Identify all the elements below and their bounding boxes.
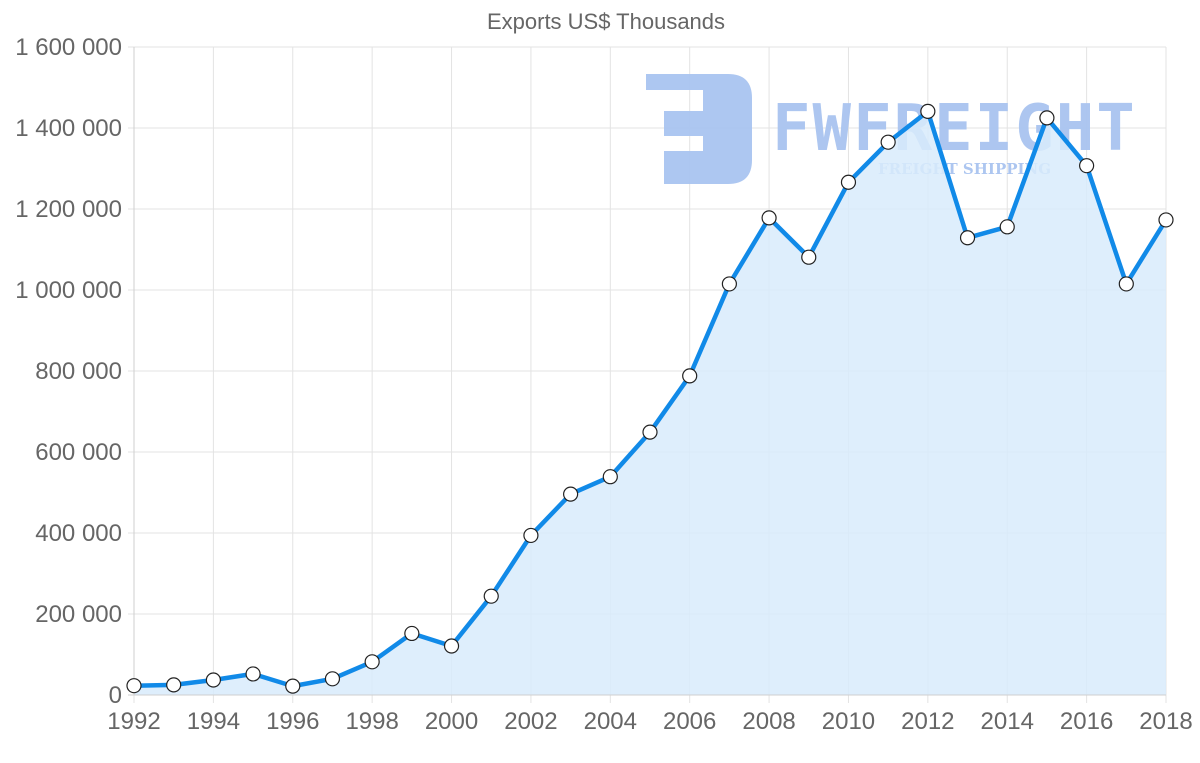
data-point-2017[interactable] [1118, 276, 1134, 292]
data-points [126, 103, 1174, 694]
data-point-1992[interactable] [126, 678, 142, 694]
x-tick-label: 1996 [266, 708, 319, 735]
data-point-1997[interactable] [324, 671, 341, 687]
x-tick-label: 2000 [425, 708, 478, 735]
data-point-2015[interactable] [1039, 110, 1055, 126]
x-tick-label: 2008 [742, 708, 795, 735]
y-tick-label: 600 000 [35, 439, 122, 466]
data-point-1999[interactable] [404, 625, 420, 642]
data-point-1995[interactable] [245, 666, 261, 682]
data-point-2005[interactable] [642, 424, 658, 440]
data-point-2016[interactable] [1079, 158, 1095, 174]
x-tick-label: 2010 [822, 708, 875, 735]
x-tick-label: 2004 [584, 708, 637, 735]
x-tick-label: 2014 [981, 708, 1034, 735]
data-point-2010[interactable] [840, 174, 857, 190]
data-point-2000[interactable] [443, 638, 460, 654]
data-point-2011[interactable] [880, 134, 896, 150]
x-axis-labels: 1992 1994 1996 1998 2000 2002 2004 2006 2008 2010… [107, 708, 1192, 735]
y-tick-label: 1 000 000 [15, 277, 122, 304]
data-point-1996[interactable] [285, 678, 301, 694]
watermark-brand: FWFREIGHT [772, 92, 1137, 166]
data-point-2004[interactable] [602, 469, 618, 485]
y-tick-label: 800 000 [35, 358, 122, 385]
data-point-2013[interactable] [959, 230, 976, 246]
fwfreight-logo-icon [646, 74, 752, 184]
axes [128, 47, 1166, 696]
data-point-2007[interactable] [721, 276, 737, 292]
x-tick-label: 2006 [663, 708, 716, 735]
data-point-2018[interactable] [1158, 212, 1174, 228]
x-tick-label: 2002 [504, 708, 557, 735]
chart-title: Exports US$ Thousands [487, 9, 725, 34]
y-tick-label: 1 400 000 [15, 115, 122, 142]
data-point-2009[interactable] [801, 249, 817, 265]
y-tick-label: 400 000 [35, 520, 122, 547]
x-tick-label: 2018 [1139, 708, 1192, 735]
area-fill [134, 111, 1166, 695]
y-tick-label: 200 000 [35, 601, 122, 628]
data-point-2012[interactable] [920, 103, 936, 119]
data-point-2003[interactable] [563, 486, 579, 502]
x-tick-label: 2016 [1060, 708, 1113, 735]
data-point-1998[interactable] [364, 654, 380, 670]
x-tick-label: 1994 [187, 708, 240, 735]
x-tick-label: 2012 [901, 708, 954, 735]
y-tick-label: 1 200 000 [15, 196, 122, 223]
y-tick-label: 1 600 000 [15, 34, 122, 61]
x-tick-label: 1998 [345, 708, 398, 735]
x-tick-label: 1992 [107, 708, 160, 735]
y-tick-label: 0 [109, 682, 122, 709]
data-area [134, 111, 1166, 695]
data-point-2001[interactable] [483, 588, 499, 604]
data-point-2008[interactable] [761, 210, 777, 226]
data-point-2006[interactable] [682, 368, 698, 384]
data-point-2014[interactable] [999, 219, 1015, 235]
data-point-1994[interactable] [205, 672, 221, 688]
data-point-1993[interactable] [166, 677, 182, 693]
data-point-2002[interactable] [523, 527, 539, 544]
y-axis-labels: 0 200 000 400 000 600 000 800 000 1 000 000 1 … [15, 34, 122, 709]
